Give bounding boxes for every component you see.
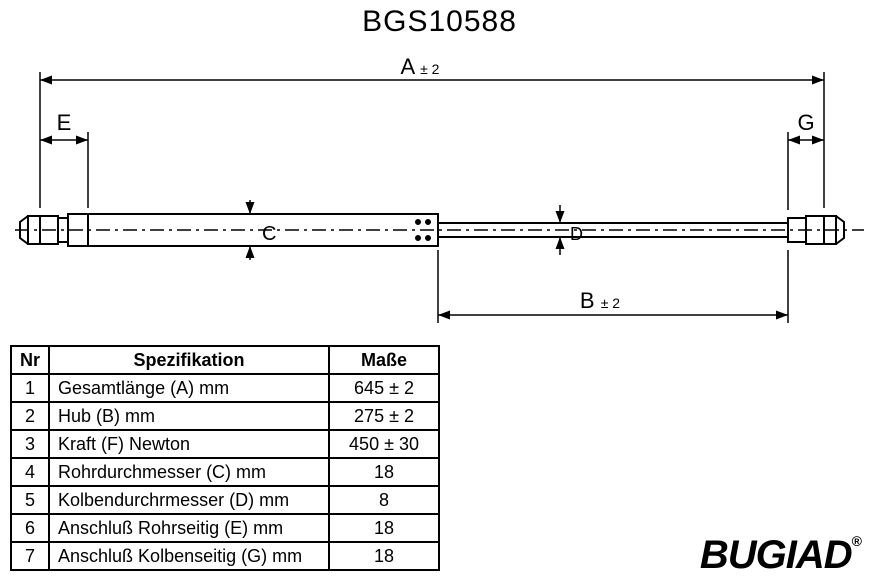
cell-mass: 18 bbox=[329, 542, 439, 570]
table-row: 6Anschluß Rohrseitig (E) mm18 bbox=[11, 514, 439, 542]
cell-mass: 8 bbox=[329, 486, 439, 514]
cell-nr: 3 bbox=[11, 430, 49, 458]
table-row: 4Rohrdurchmesser (C) mm18 bbox=[11, 458, 439, 486]
cell-nr: 1 bbox=[11, 374, 49, 402]
dim-label-B: B ± 2 bbox=[580, 288, 620, 313]
header-spec: Spezifikation bbox=[49, 346, 329, 374]
table-header-row: Nr Spezifikation Maße bbox=[11, 346, 439, 374]
technical-drawing: A ± 2 E G B ± 2 C D bbox=[0, 50, 879, 340]
cell-spec: Rohrdurchmesser (C) mm bbox=[49, 458, 329, 486]
dim-label-A: A ± 2 bbox=[401, 54, 440, 79]
cell-spec: Kolbendurchrmesser (D) mm bbox=[49, 486, 329, 514]
cell-spec: Kraft (F) Newton bbox=[49, 430, 329, 458]
cell-spec: Hub (B) mm bbox=[49, 402, 329, 430]
header-nr: Nr bbox=[11, 346, 49, 374]
table-row: 1Gesamtlänge (A) mm645 ± 2 bbox=[11, 374, 439, 402]
cell-spec: Gesamtlänge (A) mm bbox=[49, 374, 329, 402]
cell-nr: 5 bbox=[11, 486, 49, 514]
cell-nr: 7 bbox=[11, 542, 49, 570]
cell-mass: 450 ± 30 bbox=[329, 430, 439, 458]
table-row: 3Kraft (F) Newton450 ± 30 bbox=[11, 430, 439, 458]
cell-mass: 645 ± 2 bbox=[329, 374, 439, 402]
cell-nr: 4 bbox=[11, 458, 49, 486]
table-row: 7Anschluß Kolbenseitig (G) mm18 bbox=[11, 542, 439, 570]
dim-label-C: C bbox=[262, 223, 276, 245]
spec-table: Nr Spezifikation Maße 1Gesamtlänge (A) m… bbox=[10, 345, 440, 571]
dim-label-G: G bbox=[797, 110, 814, 135]
table-row: 5Kolbendurchrmesser (D) mm8 bbox=[11, 486, 439, 514]
header-mass: Maße bbox=[329, 346, 439, 374]
cell-mass: 18 bbox=[329, 458, 439, 486]
part-number-title: BGS10588 bbox=[0, 5, 879, 39]
cell-nr: 6 bbox=[11, 514, 49, 542]
brand-logo: BUGIAD® bbox=[700, 533, 861, 578]
cell-mass: 275 ± 2 bbox=[329, 402, 439, 430]
cell-nr: 2 bbox=[11, 402, 49, 430]
dim-label-D: D bbox=[570, 224, 583, 244]
dim-label-E: E bbox=[57, 110, 72, 135]
cell-mass: 18 bbox=[329, 514, 439, 542]
table-row: 2Hub (B) mm275 ± 2 bbox=[11, 402, 439, 430]
cell-spec: Anschluß Kolbenseitig (G) mm bbox=[49, 542, 329, 570]
cell-spec: Anschluß Rohrseitig (E) mm bbox=[49, 514, 329, 542]
